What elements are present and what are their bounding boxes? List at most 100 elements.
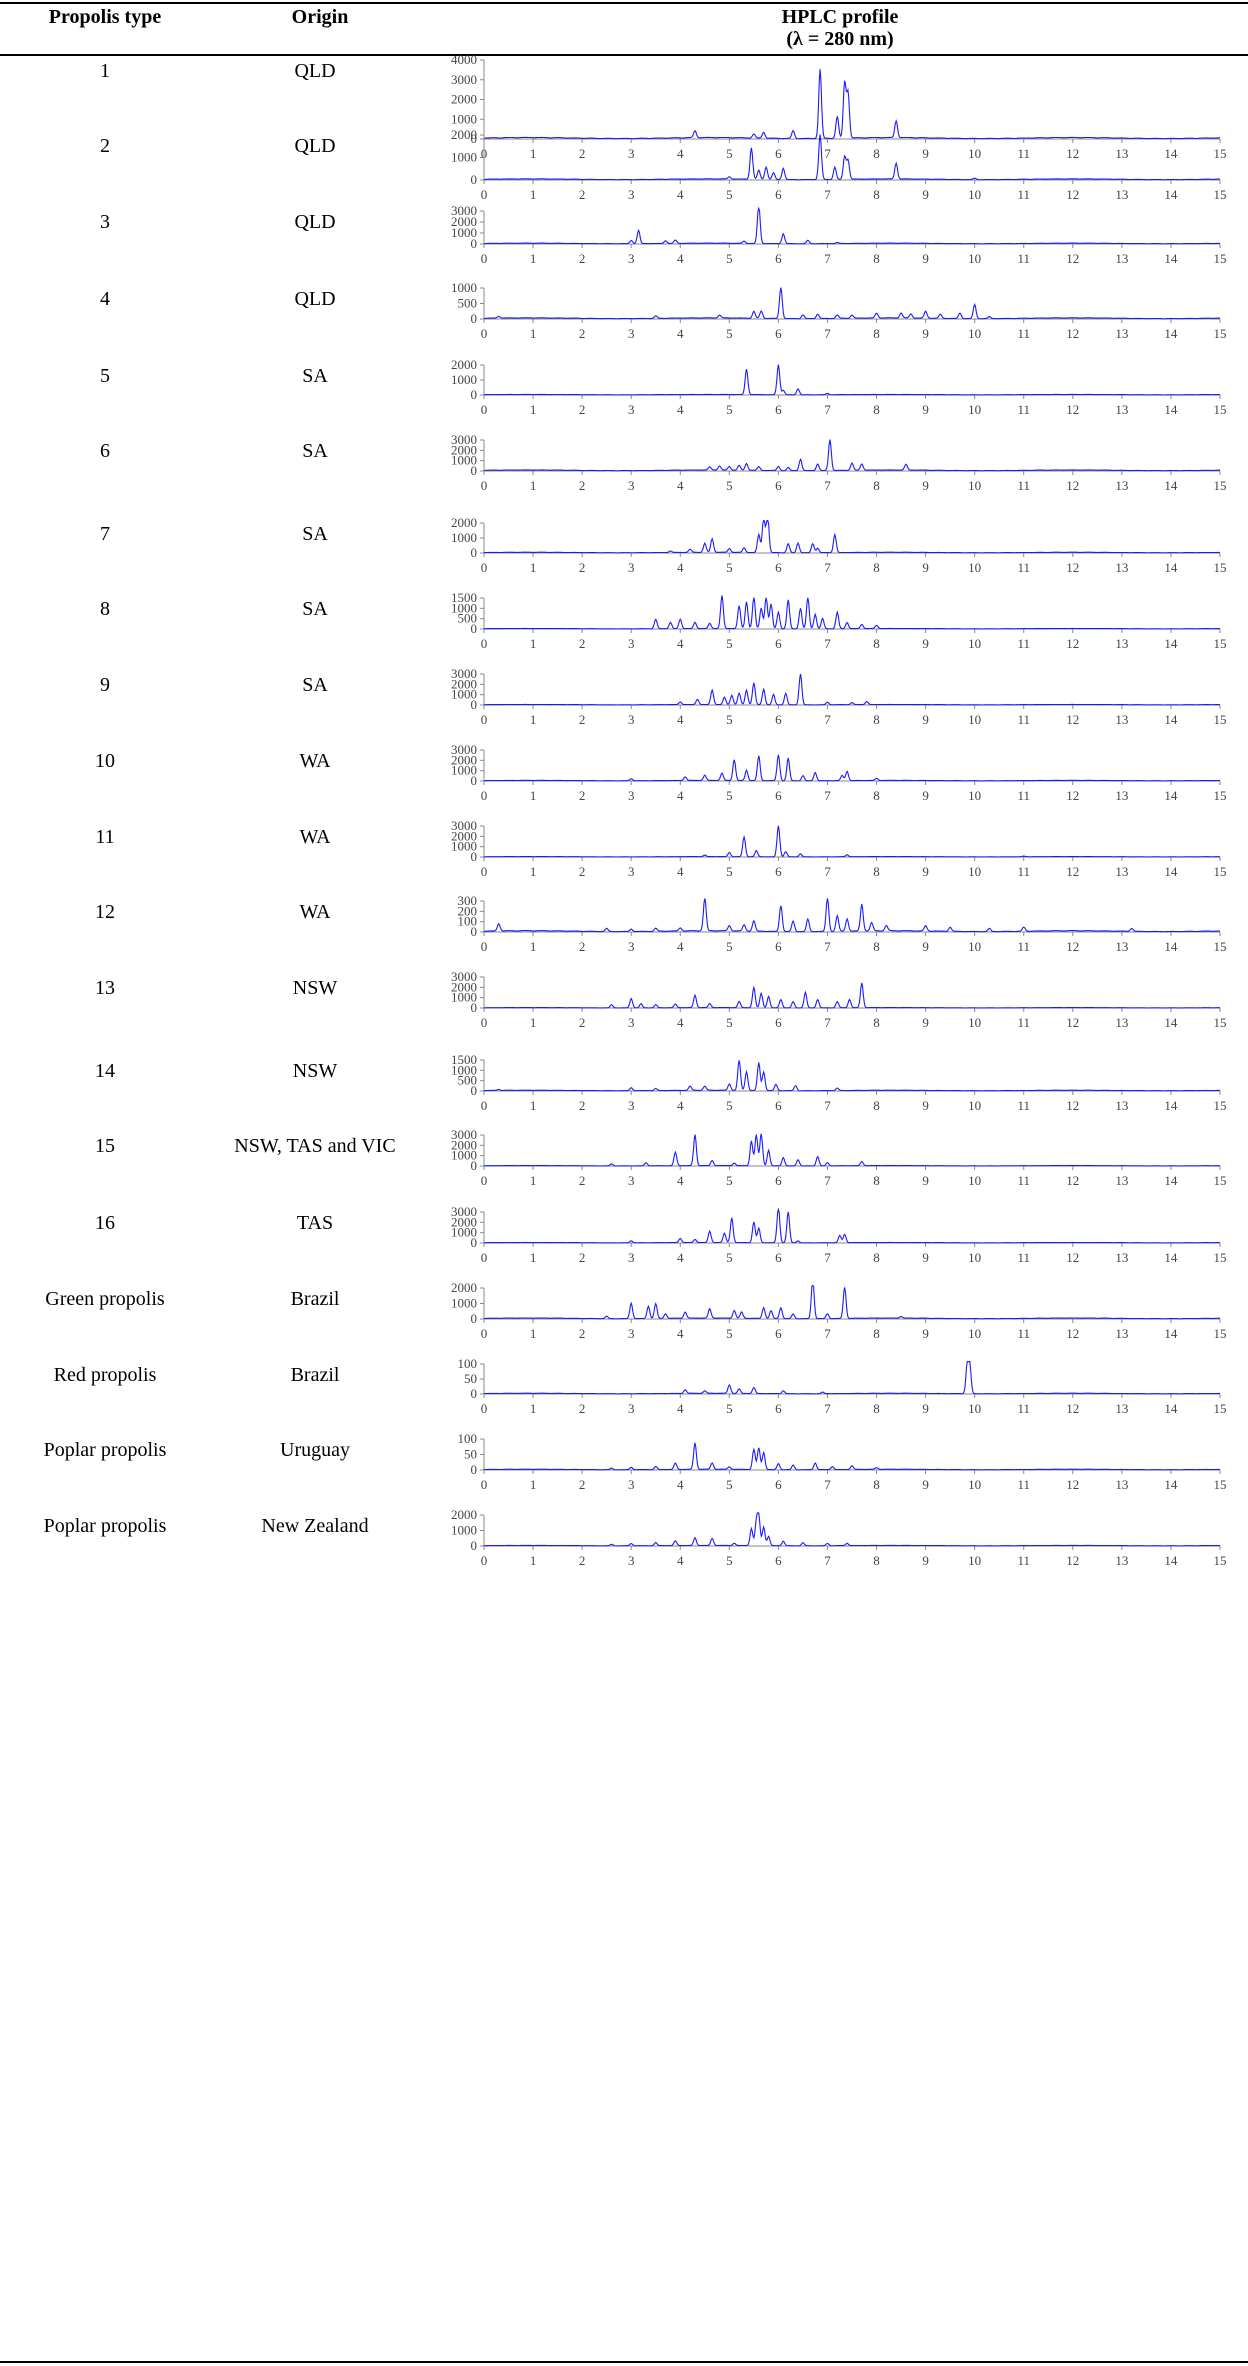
y-tick-label: 4000 bbox=[451, 52, 477, 67]
hplc-trace bbox=[483, 69, 1221, 140]
x-tick-label: 15 bbox=[1214, 788, 1227, 803]
x-tick-label: 2 bbox=[579, 864, 586, 879]
y-tick-label: 0 bbox=[471, 172, 478, 187]
y-tick-label: 1000 bbox=[451, 600, 477, 615]
x-tick-label: 3 bbox=[628, 1401, 635, 1416]
row-19-propolis-type: Poplar propolis bbox=[43, 1439, 167, 1461]
x-tick-label: 13 bbox=[1115, 1173, 1128, 1188]
row-5-origin: SA bbox=[302, 365, 328, 387]
x-tick-label: 6 bbox=[775, 326, 782, 341]
hplc-trace bbox=[484, 519, 1220, 554]
x-tick-label: 14 bbox=[1164, 251, 1178, 266]
row-18-propolis-type: Red propolis bbox=[53, 1364, 157, 1386]
x-tick-label: 2 bbox=[579, 326, 586, 341]
x-tick-label: 4 bbox=[677, 560, 684, 575]
x-tick-label: 2 bbox=[579, 251, 586, 266]
x-tick-label: 0 bbox=[481, 1326, 488, 1341]
x-tick-label: 8 bbox=[873, 402, 880, 417]
hplc-trace bbox=[484, 982, 1220, 1009]
x-tick-label: 15 bbox=[1214, 1015, 1227, 1030]
x-tick-label: 13 bbox=[1115, 187, 1128, 202]
y-tick-label: 0 bbox=[471, 924, 478, 939]
y-tick-label: 1000 bbox=[451, 280, 477, 295]
y-tick-label: 0 bbox=[471, 849, 478, 864]
y-tick-label: 100 bbox=[458, 1356, 478, 1371]
x-tick-label: 12 bbox=[1066, 326, 1079, 341]
y-tick-label: 3000 bbox=[451, 666, 477, 681]
x-tick-label: 8 bbox=[873, 1250, 880, 1265]
x-tick-label: 0 bbox=[481, 939, 488, 954]
y-tick-label: 0 bbox=[471, 1000, 478, 1015]
x-tick-label: 14 bbox=[1164, 326, 1178, 341]
x-tick-label: 2 bbox=[579, 1477, 586, 1492]
x-tick-label: 7 bbox=[824, 1250, 831, 1265]
y-tick-label: 2000 bbox=[451, 442, 477, 457]
hplc-trace bbox=[483, 898, 1220, 933]
x-tick-label: 3 bbox=[628, 636, 635, 651]
x-tick-label: 15 bbox=[1214, 560, 1227, 575]
x-tick-label: 2 bbox=[579, 788, 586, 803]
x-tick-label: 14 bbox=[1164, 1173, 1178, 1188]
x-tick-label: 8 bbox=[873, 1015, 880, 1030]
x-tick-label: 15 bbox=[1214, 326, 1227, 341]
x-tick-label: 0 bbox=[481, 1401, 488, 1416]
x-tick-label: 11 bbox=[1017, 636, 1030, 651]
y-tick-label: 1000 bbox=[451, 839, 477, 854]
x-tick-label: 11 bbox=[1017, 1173, 1030, 1188]
x-tick-label: 8 bbox=[873, 788, 880, 803]
x-tick-label: 15 bbox=[1214, 1250, 1227, 1265]
x-tick-label: 8 bbox=[873, 939, 880, 954]
x-tick-label: 4 bbox=[677, 939, 684, 954]
x-tick-label: 0 bbox=[481, 1098, 488, 1113]
hplc-trace bbox=[484, 1284, 1220, 1320]
y-tick-label: 1000 bbox=[451, 1296, 477, 1311]
hplc-trace bbox=[483, 595, 1220, 630]
row-13-propolis-type: 13 bbox=[95, 977, 115, 999]
x-tick-label: 1 bbox=[530, 478, 537, 493]
x-tick-label: 3 bbox=[628, 187, 635, 202]
x-tick-label: 1 bbox=[530, 636, 537, 651]
y-tick-label: 2000 bbox=[451, 676, 477, 691]
hplc-trace bbox=[483, 134, 1221, 181]
y-tick-label: 2000 bbox=[451, 357, 477, 372]
y-tick-label: 2000 bbox=[451, 214, 477, 229]
hplc-trace bbox=[484, 206, 1220, 245]
x-tick-label: 1 bbox=[530, 251, 537, 266]
x-tick-label: 5 bbox=[726, 1401, 733, 1416]
x-tick-label: 8 bbox=[873, 864, 880, 879]
x-tick-label: 1 bbox=[530, 1401, 537, 1416]
x-tick-label: 11 bbox=[1017, 864, 1030, 879]
y-tick-label: 1000 bbox=[451, 372, 477, 387]
y-tick-label: 1000 bbox=[451, 530, 477, 545]
x-tick-label: 2 bbox=[579, 712, 586, 727]
x-tick-label: 0 bbox=[481, 636, 488, 651]
x-tick-label: 1 bbox=[530, 1250, 537, 1265]
y-tick-label: 1000 bbox=[451, 111, 477, 126]
x-tick-label: 9 bbox=[922, 478, 929, 493]
x-tick-label: 13 bbox=[1115, 864, 1128, 879]
x-tick-label: 3 bbox=[628, 560, 635, 575]
y-tick-label: 500 bbox=[458, 296, 478, 311]
x-tick-label: 11 bbox=[1017, 712, 1030, 727]
top-rule bbox=[0, 2, 1248, 4]
x-tick-label: 9 bbox=[922, 864, 929, 879]
x-tick-label: 0 bbox=[481, 788, 488, 803]
y-tick-label: 0 bbox=[471, 1538, 478, 1553]
x-tick-label: 4 bbox=[677, 1401, 684, 1416]
x-tick-label: 6 bbox=[775, 1015, 782, 1030]
row-1-origin: QLD bbox=[294, 60, 336, 82]
x-tick-label: 14 bbox=[1164, 146, 1178, 161]
x-tick-label: 15 bbox=[1214, 1553, 1227, 1568]
x-tick-label: 9 bbox=[922, 251, 929, 266]
x-tick-label: 4 bbox=[677, 146, 684, 161]
header-origin: Origin bbox=[291, 6, 349, 28]
x-tick-label: 10 bbox=[968, 478, 981, 493]
